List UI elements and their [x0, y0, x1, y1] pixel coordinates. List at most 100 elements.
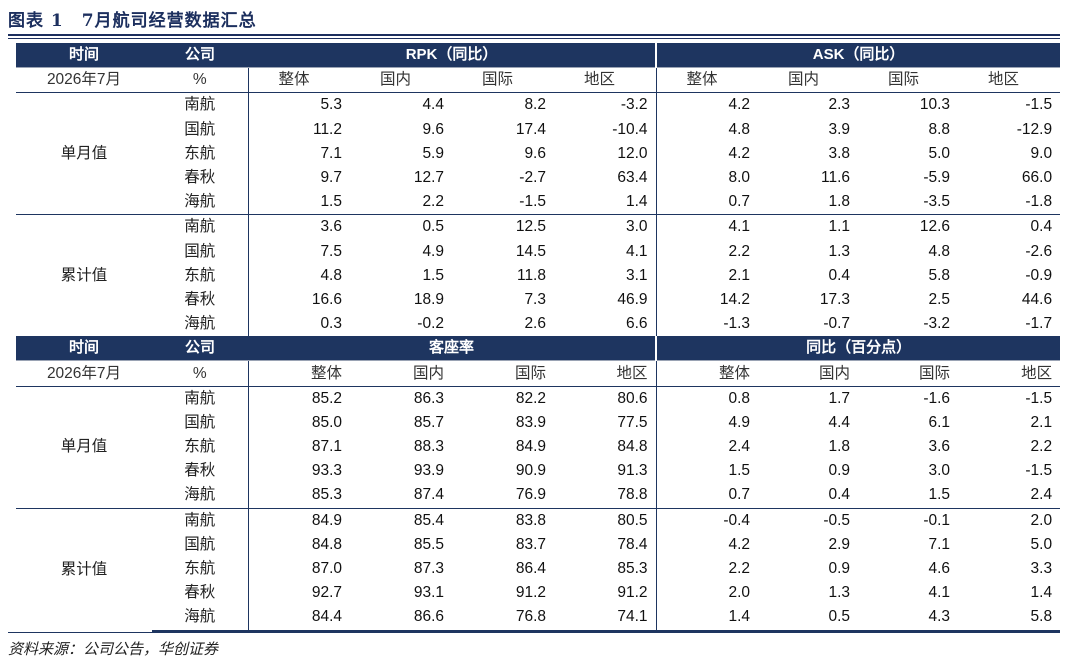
right-value-cell: 14.2 [655, 287, 759, 313]
group-label: 单月值 [60, 144, 108, 162]
right-value-cell: 2.1 [1030, 413, 1053, 431]
airline-name: 国航 [184, 120, 216, 138]
left-value-cell: 86.3 [413, 389, 444, 407]
left-value-cell: 85.7 [413, 413, 444, 431]
left-value-cell: 78.4 [617, 535, 648, 553]
right-value-cell: 0.8 [655, 386, 759, 411]
airline-name: 春秋 [184, 290, 216, 308]
left-value-cell: 11.8 [516, 266, 546, 284]
group-label: 累计值 [16, 507, 152, 631]
subheader-right-col: 地区 [958, 360, 1061, 387]
right-value-cell: 4.9 [655, 410, 759, 435]
table-row: 海航 84.4 86.6 76.8 74.1 1.4 0.5 4.3 5.8 [16, 605, 1061, 632]
right-value-cell: -1.8 [1025, 193, 1053, 211]
left-value-cell: 8.2 [524, 96, 546, 114]
left-value-cell: 87.4 [413, 486, 444, 504]
right-value-cell: -0.4 [655, 507, 759, 533]
right-value-cell: 1.5 [928, 486, 951, 504]
airline-name: 国航 [184, 413, 216, 431]
right-value-cell: 8.8 [928, 120, 951, 138]
title-rule-thin [8, 38, 1060, 39]
left-value-cell: 3.0 [554, 214, 657, 240]
right-value-cell: 5.0 [928, 144, 951, 162]
subheader-left-col: 国内 [350, 360, 452, 387]
left-value-cell: 2.6 [524, 315, 546, 333]
airline-name: 海航 [184, 486, 216, 504]
right-value-cell: 4.2 [655, 141, 759, 166]
right-value-cell: 2.2 [1030, 438, 1053, 456]
left-value-cell: 18.9 [413, 290, 444, 308]
left-value-cell: -0.2 [417, 315, 444, 333]
right-value-cell: 4.2 [655, 532, 759, 557]
airline-name: 南航 [152, 507, 248, 533]
left-value-cell: 90.9 [515, 462, 546, 480]
right-value-cell: 2.5 [928, 290, 951, 308]
left-value-cell: -10.4 [612, 120, 648, 138]
header-right-group: ASK（同比） [655, 43, 1061, 68]
left-value-cell: -2.7 [519, 169, 546, 187]
right-value-cell: -1.5 [1025, 96, 1053, 114]
left-value-cell: 91.2 [515, 584, 546, 602]
subheader-right-col: 地区 [958, 67, 1061, 94]
header-time: 时间 [16, 336, 152, 361]
title-rule [8, 34, 1060, 36]
airline-name: 南航 [184, 389, 216, 407]
section-header-row: 时间 公司 客座率 同比（百分点） [16, 336, 1061, 361]
right-value-cell: -2.6 [1025, 242, 1053, 260]
subheader-right-col: 国内 [758, 360, 859, 387]
left-value-cell: 4.8 [247, 263, 350, 288]
right-value-cell: 4.1 [655, 214, 759, 240]
section-subheader-row: 2026年7月% 整体 国内 国际 地区 整体 国内 国际 地区 [16, 67, 1061, 94]
left-value-cell: 88.3 [413, 438, 444, 456]
left-value-cell: 63.4 [617, 169, 648, 187]
airline-name: 国航 [184, 242, 216, 260]
source-rule [8, 632, 1060, 633]
right-value-cell: 1.3 [828, 242, 851, 260]
table-row: 国航 7.5 4.9 14.5 4.1 2.2 1.3 4.8 -2.6 [16, 239, 1060, 264]
airline-name: 海航 [184, 315, 216, 333]
right-value-cell: -3.5 [923, 193, 951, 211]
right-value-cell: 5.8 [958, 605, 1061, 632]
left-value-cell: 12.5 [452, 214, 554, 240]
left-value-cell: 5.3 [247, 92, 350, 118]
left-value-cell: 76.9 [515, 486, 546, 504]
right-value-cell: 9.0 [1030, 144, 1053, 162]
left-value-cell: 4.9 [422, 242, 444, 260]
airline-name: 东航 [184, 438, 216, 456]
right-value-cell: 2.0 [655, 581, 759, 606]
right-value-cell: 66.0 [1021, 169, 1053, 187]
subheader-left-col: 地区 [554, 360, 657, 387]
subheader-unit: % [152, 67, 248, 94]
table-row: 海航 1.5 2.2 -1.5 1.4 0.7 1.8 -3.5 -1.8 [16, 190, 1060, 215]
table-row: 春秋 16.6 18.9 7.3 46.9 14.2 17.3 2.5 44.6 [16, 287, 1060, 313]
left-value-cell: 0.5 [350, 214, 452, 240]
right-value-cell: 3.9 [828, 120, 851, 138]
right-value-cell: 2.9 [828, 535, 851, 553]
subheader-period: 2026年7月 [16, 360, 152, 387]
subheader-right-col: 整体 [655, 67, 759, 94]
airline-name: 东航 [184, 266, 216, 284]
header-left-group: 客座率 [248, 336, 657, 361]
left-value-cell: 74.1 [554, 605, 657, 632]
right-value-cell: 0.4 [828, 266, 851, 284]
left-value-cell: 2.2 [422, 193, 444, 211]
left-value-cell: 84.8 [617, 438, 648, 456]
right-value-cell: 0.4 [958, 214, 1061, 240]
right-value-cell: 5.8 [928, 266, 951, 284]
left-value-cell: 1.5 [247, 190, 350, 215]
airline-name: 春秋 [184, 584, 216, 602]
subheader-left-col: 国际 [452, 360, 554, 387]
right-value-cell: 1.4 [655, 605, 759, 632]
table-row: 单月值 南航 85.2 86.3 82.2 80.6 0.8 1.7 -1.6 -1.5 [16, 386, 1060, 455]
right-value-cell: 1.3 [828, 584, 851, 602]
subheader-left-col: 整体 [247, 67, 350, 94]
left-value-cell: 86.6 [350, 605, 452, 632]
left-value-cell: 4.4 [422, 96, 444, 114]
right-value-cell: 0.5 [758, 605, 859, 632]
left-value-cell: 93.1 [413, 584, 444, 602]
left-value-cell: 9.6 [422, 120, 444, 138]
header-company: 公司 [152, 336, 248, 361]
right-value-cell: 0.9 [828, 560, 851, 578]
airline-name: 海航 [184, 193, 216, 211]
right-value-cell: 8.0 [655, 165, 759, 191]
